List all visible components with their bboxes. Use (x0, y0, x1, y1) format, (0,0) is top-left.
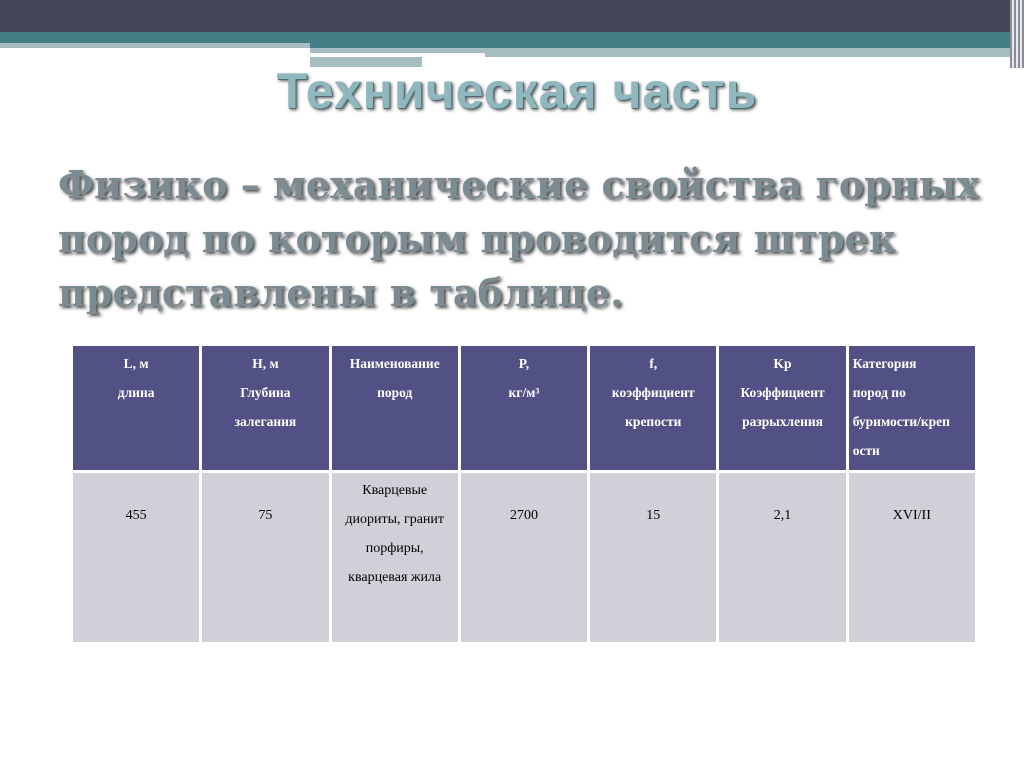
properties-table: L, м длина H, м Глубина залегания Наименова… (69, 343, 979, 645)
header-loosening: Kp Коэффициент разрыхления (716, 343, 849, 473)
cell-hardness: 15 (587, 470, 720, 645)
header-category: Категория пород по буримости/креп ости (845, 343, 979, 473)
header-depth: H, м Глубина залегания (199, 343, 332, 473)
decor-band (310, 57, 422, 67)
header-density: P, кг/м³ (457, 343, 591, 473)
cell-length: 455 (69, 470, 203, 645)
cell-depth: 75 (199, 470, 332, 645)
slide-title: Техническая часть (276, 63, 758, 119)
header-rock-name: Наименование пород (328, 343, 461, 473)
decor-stripes (1010, 0, 1024, 68)
decor-band (310, 53, 485, 57)
header-hardness: f, коэффициент крепости (587, 343, 720, 473)
top-band (0, 0, 1024, 32)
cell-loosening: 2,1 (716, 470, 849, 645)
cell-density: 2700 (457, 470, 591, 645)
slide-subtitle: Физико – механические свойства горных по… (58, 162, 980, 315)
table-header-row: L, м длина H, м Глубина залегания Наименова… (69, 343, 979, 473)
cell-rock-name: Кварцевые диориты, гранит порфиры, кварцева… (328, 470, 461, 645)
header-length: L, м длина (69, 343, 203, 473)
table-row: 455 75 Кварцевые диориты, гранит порфиры, к… (69, 470, 979, 645)
cell-category: XVI/II (845, 470, 979, 645)
decor-band (0, 43, 310, 48)
decor-band (310, 48, 1010, 57)
